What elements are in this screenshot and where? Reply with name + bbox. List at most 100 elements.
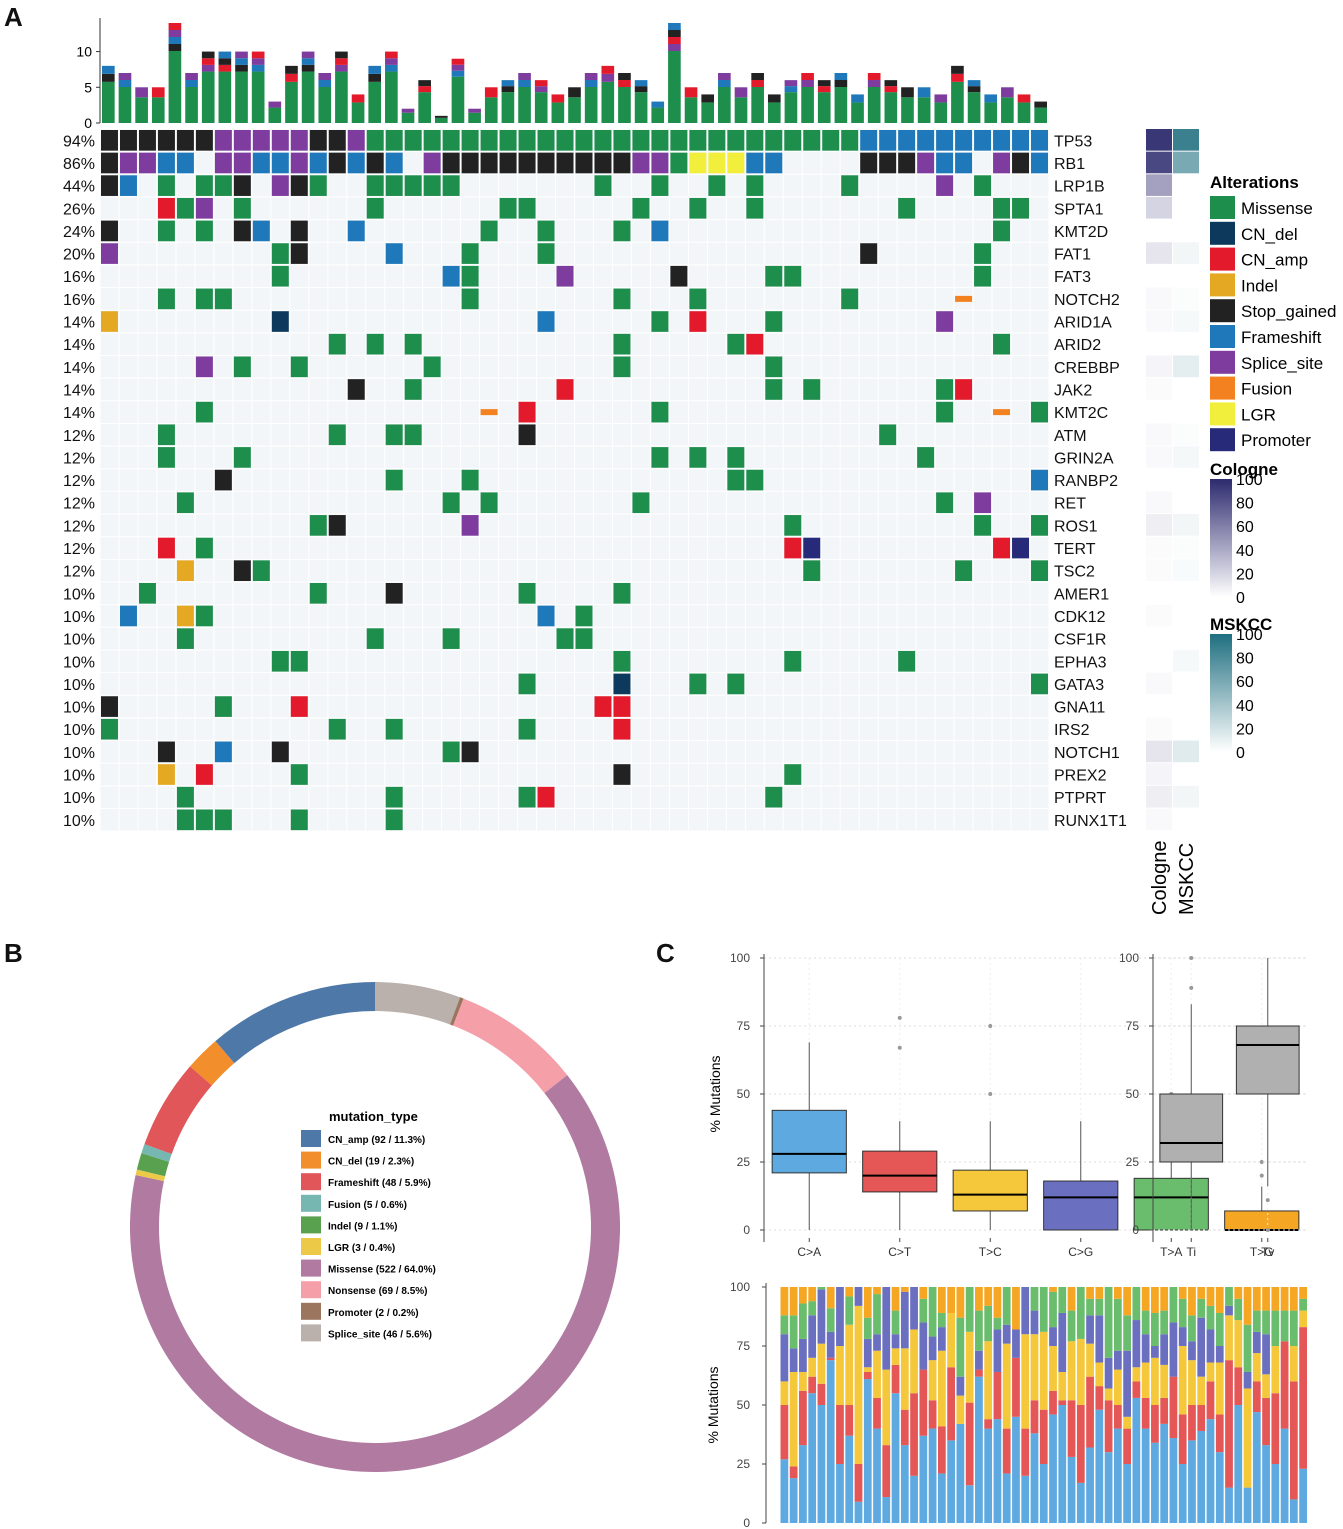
cohort-cell-mskcc xyxy=(1173,627,1199,649)
alteration-cell-tp53-missense xyxy=(689,130,707,151)
stack-segment-C>G xyxy=(1104,1357,1113,1389)
alteration-cell-notch1-stop_gained xyxy=(157,741,175,763)
top-bar-other-alteration xyxy=(934,94,948,103)
top-bar-other-alteration xyxy=(834,80,848,87)
gene-label-fat3: FAT3 xyxy=(1054,269,1091,286)
stack-segment-T>A xyxy=(1049,1291,1057,1328)
donut-legend-swatch xyxy=(301,1151,321,1169)
gene-percentage: 10% xyxy=(63,632,95,649)
stack-segment-T>A xyxy=(1039,1287,1048,1332)
stack-segment-T>G xyxy=(1234,1287,1243,1299)
alteration-cell-irs2-missense xyxy=(328,718,346,740)
stack-segment-C>T xyxy=(817,1383,826,1405)
gene-label-jak2: JAK2 xyxy=(1054,382,1092,399)
cologne-scale-title: Cologne xyxy=(1210,460,1278,479)
cologne-scale-tick: 60 xyxy=(1236,519,1254,536)
donut-legend-swatch xyxy=(301,1238,321,1255)
donut-slice-lgr xyxy=(135,1169,166,1182)
alteration-cell-rb1-stop_gained xyxy=(328,152,346,174)
stack-segment-C>G xyxy=(854,1287,863,1306)
alteration-cell-ret-missense xyxy=(176,492,194,514)
alteration-cell-cdk12-frameshift xyxy=(537,605,555,627)
stack-segment-T>C xyxy=(1243,1388,1252,1488)
alteration-cell-atm-missense xyxy=(157,424,175,446)
stack-segment-T>G xyxy=(1299,1287,1307,1299)
stack-segment-C>T xyxy=(1021,1428,1030,1476)
stack-segment-T>G xyxy=(1113,1287,1122,1299)
top-bar-missense xyxy=(701,102,715,123)
gene-label-tert: TERT xyxy=(1054,541,1096,558)
alteration-cell-rb1-splice_site xyxy=(233,152,251,174)
gene-percentage: 14% xyxy=(63,405,95,422)
stack-segment-T>C xyxy=(891,1348,900,1365)
stack-segment-T>C xyxy=(1197,1376,1206,1405)
alteration-cell-kmt2d-missense xyxy=(537,220,555,242)
alteration-cell-tp53-frameshift xyxy=(879,130,897,151)
mskcc-scale-tick: 20 xyxy=(1236,721,1254,738)
stack-segment-T>C xyxy=(1234,1320,1243,1368)
alteration-cell-tert-promoter xyxy=(1012,537,1030,559)
stack-segment-C>G xyxy=(1123,1350,1131,1417)
alteration-cell-jak2-missense xyxy=(404,379,422,400)
alteration-cell-kmt2c-missense xyxy=(936,401,954,423)
top-bar-other-alteration xyxy=(834,73,848,80)
alteration-cell-ret-missense xyxy=(442,492,460,514)
alteration-cell-notch2-fusion xyxy=(955,295,973,302)
stack-segment-T>A xyxy=(993,1317,1002,1330)
box-outlier-T>G xyxy=(1259,1160,1264,1164)
stack-segment-C>A xyxy=(780,1459,789,1523)
top-bar-other-alteration xyxy=(901,87,914,98)
alteration-cell-rb1-stop_gained xyxy=(594,152,612,174)
cohort-column-label-cologne: Cologne xyxy=(1149,840,1171,915)
mskcc-scale-tick: 0 xyxy=(1236,745,1245,762)
alteration-cell-tsc2-stop_gained xyxy=(233,560,251,581)
gene-label-crebbp: CREBBP xyxy=(1054,360,1120,377)
box-T>C xyxy=(952,1169,1028,1212)
stack-segment-T>A xyxy=(1123,1315,1131,1351)
top-bar-other-alteration xyxy=(917,87,931,98)
alteration-cell-arid2-missense xyxy=(328,333,346,355)
cohort-cell-cologne xyxy=(1146,400,1172,423)
panel-letter-c: C xyxy=(656,938,675,968)
alteration-cell-rb1-frameshift xyxy=(157,152,175,174)
top-bar-missense xyxy=(817,92,831,123)
stack-segment-C>A xyxy=(1225,1487,1233,1523)
cohort-cell-cologne xyxy=(1146,468,1172,491)
cohort-cell-cologne xyxy=(1146,310,1172,332)
stack-segment-C>G xyxy=(1132,1320,1141,1368)
stack-segment-C>G xyxy=(1188,1341,1196,1361)
alteration-cell-tp53-missense xyxy=(575,130,593,151)
alteration-cell-tp53-stop_gained xyxy=(195,130,213,151)
top-bar-other-alteration xyxy=(301,64,315,72)
alteration-cell-runx1t1-missense xyxy=(195,809,213,831)
gene-label-kmt2c: KMT2C xyxy=(1054,405,1108,422)
stack-segment-T>A xyxy=(1151,1312,1159,1346)
top-bar-other-alteration xyxy=(318,80,332,87)
box-x-label-T>G: T>G xyxy=(1250,1245,1274,1259)
alteration-cell-tp53-stop_gained xyxy=(328,130,346,151)
stack-segment-T>G xyxy=(975,1287,983,1311)
top-bar-other-alteration xyxy=(185,73,198,80)
donut-legend-swatch xyxy=(301,1173,321,1191)
cohort-cell-mskcc xyxy=(1173,536,1199,559)
top-bar-other-alteration xyxy=(335,58,348,65)
alteration-cell-crebbp-missense xyxy=(423,356,441,378)
donut-legend-swatch xyxy=(301,1216,321,1234)
stack-segment-C>T xyxy=(882,1445,891,1498)
alteration-cell-kmt2d-frameshift xyxy=(347,220,365,242)
donut-slice-cn_amp xyxy=(215,982,375,1064)
gene-label-prex2: PREX2 xyxy=(1054,768,1107,785)
alteration-cell-prex2-missense xyxy=(784,764,802,785)
donut-legend-label: Fusion (5 / 0.6%) xyxy=(328,1200,407,1211)
alteration-cell-crebbp-missense xyxy=(613,356,631,378)
stack-segment-C>T xyxy=(1151,1405,1159,1443)
gene-percentage: 12% xyxy=(63,428,95,445)
stack-segment-T>G xyxy=(1197,1287,1206,1299)
stack-segment-T>C xyxy=(1215,1362,1224,1415)
stack-segment-T>A xyxy=(1030,1287,1039,1311)
top-bar-other-alteration xyxy=(884,80,898,87)
ti-tv-boxplot-panel: 0 25 50 75 100 Ti Tv xyxy=(1119,951,1306,1259)
cohort-cell-cologne xyxy=(1146,264,1172,287)
top-bar-other-alteration xyxy=(251,58,265,65)
stack-segment-T>G xyxy=(1141,1287,1150,1311)
